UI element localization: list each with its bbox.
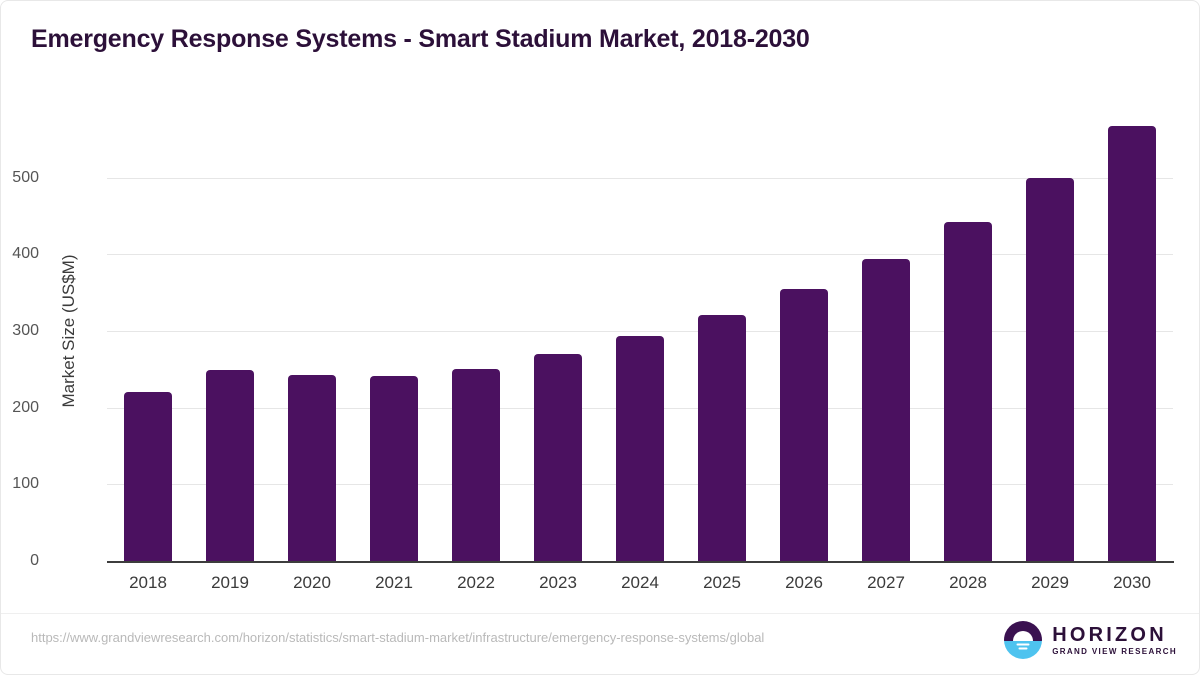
y-tick-label: 0	[30, 552, 39, 569]
logo-title: HORIZON	[1052, 623, 1167, 646]
bar-2018[interactable]	[124, 392, 172, 561]
horizon-logo[interactable]: HORIZON GRAND VIEW RESEARCH	[1003, 620, 1177, 660]
bar-2029[interactable]	[1026, 177, 1074, 561]
y-axis-title: Market Size (US$M)	[59, 254, 78, 408]
footer-divider	[1, 613, 1199, 614]
x-tick-label-2027: 2027	[867, 573, 905, 592]
bar-2028[interactable]	[944, 222, 992, 561]
bar-2021[interactable]	[370, 376, 418, 561]
bar-2023[interactable]	[534, 354, 582, 561]
bar-2020[interactable]	[288, 374, 336, 561]
x-tick-label-2021: 2021	[375, 573, 413, 592]
gridline	[107, 254, 1173, 256]
x-tick-label-2020: 2020	[293, 573, 331, 592]
bar-2026[interactable]	[780, 288, 828, 561]
gridline	[107, 177, 1173, 179]
source-url-link[interactable]: https://www.grandviewresearch.com/horizo…	[31, 630, 765, 645]
bar-2025[interactable]	[698, 314, 746, 561]
x-tick-label-2029: 2029	[1031, 573, 1069, 592]
x-tick-label-2025: 2025	[703, 573, 741, 592]
x-tick-label-2024: 2024	[621, 573, 659, 592]
x-tick-label-2026: 2026	[785, 573, 823, 592]
bar-2024[interactable]	[616, 336, 664, 561]
y-tick-label: 300	[12, 322, 39, 339]
horizon-logo-icon	[1003, 620, 1043, 660]
bars-group	[107, 101, 1173, 561]
bar-2019[interactable]	[206, 370, 254, 561]
logo-subtitle: GRAND VIEW RESEARCH	[1052, 646, 1177, 656]
x-axis-line	[107, 561, 1174, 563]
plot-area: Market Size (US$M) 0 100 200 300 400 500	[12, 101, 1173, 569]
y-tick-label: 400	[12, 245, 39, 263]
bar-2030[interactable]	[1108, 125, 1156, 561]
x-tick-label-2022: 2022	[457, 573, 495, 592]
x-tick-label-2023: 2023	[539, 573, 577, 592]
horizon-logo-text: HORIZON GRAND VIEW RESEARCH	[1052, 625, 1177, 656]
x-tick-label-2030: 2030	[1113, 573, 1151, 592]
bar-2027[interactable]	[862, 258, 910, 561]
y-tick-label: 100	[12, 475, 39, 493]
page-title: Emergency Response Systems - Smart Stadi…	[31, 25, 810, 53]
y-tick-label: 500	[12, 168, 39, 186]
gridline	[107, 331, 1173, 332]
y-tick-label: 200	[12, 398, 39, 416]
x-tick-label-2019: 2019	[211, 573, 249, 592]
x-tick-label-2028: 2028	[949, 573, 987, 592]
x-tick-label-2018: 2018	[129, 573, 167, 592]
bar-2022[interactable]	[452, 369, 500, 561]
